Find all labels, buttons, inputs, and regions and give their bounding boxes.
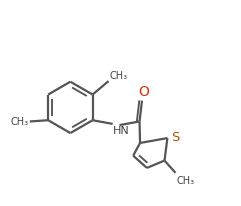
Text: HN: HN [113, 125, 129, 136]
Text: CH₃: CH₃ [177, 175, 195, 185]
Text: S: S [171, 131, 180, 144]
Text: O: O [138, 85, 149, 99]
Text: CH₃: CH₃ [110, 70, 128, 81]
Text: CH₃: CH₃ [10, 117, 28, 127]
